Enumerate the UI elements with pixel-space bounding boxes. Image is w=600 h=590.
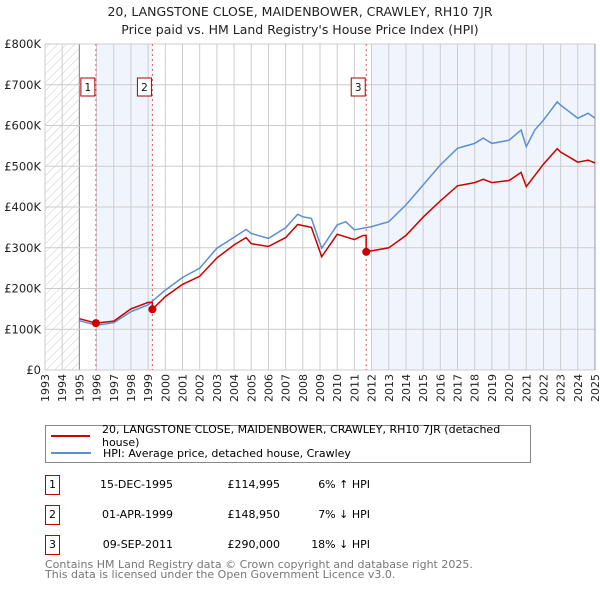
transaction-row: 3 09-SEP-2011 £290,000 18% ↓ HPI — [45, 535, 545, 555]
footer-line-1: Contains HM Land Registry data © Crown c… — [45, 558, 473, 571]
y-tick-label: £0 — [26, 363, 41, 377]
x-tick-label: 2024 — [572, 374, 585, 402]
transaction-date: 01-APR-1999 — [101, 508, 173, 521]
transaction-row: 1 15-DEC-1995 £114,995 6% ↑ HPI — [45, 475, 545, 495]
transaction-price: £148,950 — [227, 508, 281, 521]
x-tick-label: 2000 — [159, 374, 172, 402]
x-tick-label: 2022 — [537, 374, 550, 402]
x-tick-label: 2003 — [211, 374, 224, 402]
transaction-marker: 1 — [45, 475, 60, 495]
transaction-hpi-diff: 18% ↓ HPI — [311, 538, 370, 551]
y-tick-label: £800K — [4, 37, 41, 51]
sale-point — [148, 305, 157, 314]
x-tick-label: 2015 — [417, 374, 430, 402]
sale-point — [91, 319, 100, 328]
footer-line-2: This data is licensed under the Open Gov… — [45, 568, 396, 581]
transaction-hpi-diff: 7% ↓ HPI — [318, 508, 370, 521]
sale-marker-label: 3 — [355, 82, 362, 94]
legend-label-hpi: HPI: Average price, detached house, Craw… — [103, 446, 351, 460]
y-tick-label: £700K — [4, 78, 41, 92]
sale-marker-box — [350, 77, 366, 97]
legend-swatch-property — [51, 435, 90, 437]
x-tick-label: 1994 — [56, 374, 69, 402]
hpi-line — [79, 100, 596, 326]
y-tick-label: £600K — [4, 119, 41, 133]
x-tick-label: 2013 — [383, 374, 396, 402]
transaction-marker: 2 — [45, 505, 60, 525]
sale-marker-box — [80, 77, 96, 97]
transaction-marker: 3 — [45, 535, 60, 555]
x-tick-label: 2007 — [280, 374, 293, 402]
x-tick-label: 1996 — [91, 374, 104, 402]
x-tick-label: 1993 — [39, 374, 52, 402]
y-tick-label: £500K — [4, 159, 41, 173]
x-tick-label: 2019 — [486, 374, 499, 402]
property-price-line — [79, 147, 596, 324]
x-tick-label: 2020 — [503, 374, 516, 402]
x-tick-label: 1997 — [108, 374, 121, 402]
x-tick-label: 2010 — [331, 374, 344, 402]
footer-attribution: Contains HM Land Registry data © Crown c… — [45, 558, 473, 581]
x-tick-label: 2016 — [434, 374, 447, 402]
transaction-date: 15-DEC-1995 — [99, 478, 173, 491]
x-tick-label: 2002 — [194, 374, 207, 402]
x-tick-label: 2014 — [400, 374, 413, 402]
x-tick-label: 2008 — [297, 374, 310, 402]
y-tick-label: £100K — [4, 322, 41, 336]
sale-marker-label: 1 — [85, 82, 92, 94]
y-tick-label: £400K — [4, 200, 41, 214]
x-tick-label: 1999 — [142, 374, 155, 402]
price-chart: 1 2 3 1993 1994 1995 1996 1997 1998 1999 2000 2001 2… — [4, 37, 600, 402]
y-tick-label: £300K — [4, 241, 41, 255]
transaction-price: £114,995 — [227, 478, 281, 491]
transaction-row: 2 01-APR-1999 £148,950 7% ↓ HPI — [45, 505, 545, 525]
sale-point — [362, 247, 371, 256]
legend-label-property: 20, LANGSTONE CLOSE, MAIDENBOWER, CRAWLE… — [101, 423, 501, 449]
transaction-hpi-diff: 6% ↑ HPI — [318, 478, 370, 491]
sale-marker-box — [136, 77, 152, 97]
x-tick-label: 1998 — [125, 374, 138, 402]
transaction-price: £290,000 — [227, 538, 281, 551]
x-tick-label: 2012 — [366, 374, 379, 402]
legend-swatch-hpi — [51, 452, 91, 454]
sale-marker-label: 2 — [141, 82, 148, 94]
y-tick-label: £200K — [4, 282, 41, 296]
x-tick-label: 2025 — [589, 374, 600, 402]
chart-title-address: 20, LANGSTONE CLOSE, MAIDENBOWER, CRAWLE… — [107, 4, 493, 19]
x-tick-label: 2004 — [228, 374, 241, 402]
legend-item-property: 20, LANGSTONE CLOSE, MAIDENBOWER, CRAWLE… — [46, 423, 530, 449]
x-tick-label: 2018 — [469, 374, 482, 402]
x-tick-label: 1995 — [73, 374, 86, 402]
x-tick-label: 2009 — [314, 374, 327, 402]
x-tick-label: 2023 — [555, 374, 568, 402]
x-tick-label: 2005 — [245, 374, 258, 402]
transaction-date: 09-SEP-2011 — [102, 538, 173, 551]
legend: 20, LANGSTONE CLOSE, MAIDENBOWER, CRAWLE… — [45, 423, 531, 463]
x-tick-label: 2001 — [177, 374, 190, 402]
x-tick-label: 2006 — [262, 374, 275, 402]
x-tick-label: 2011 — [348, 374, 361, 402]
x-tick-label: 2017 — [452, 374, 465, 402]
chart-title: Price paid vs. HM Land Registry's House … — [121, 22, 479, 37]
x-tick-label: 2021 — [520, 374, 533, 402]
legend-item-hpi: HPI: Average price, detached house, Craw… — [46, 445, 351, 461]
